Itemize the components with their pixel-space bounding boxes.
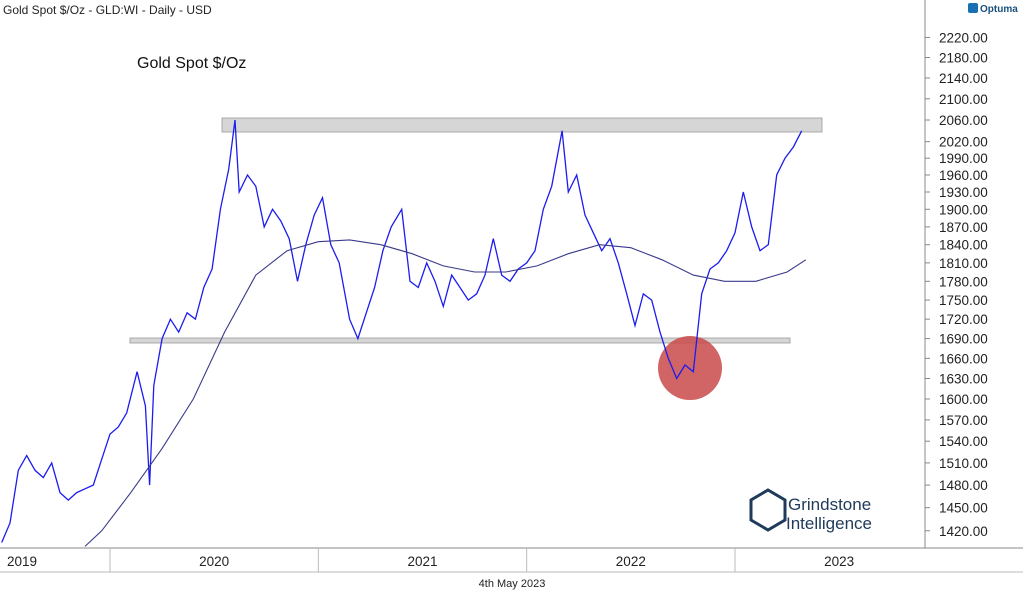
x-tick-label: 2023 <box>824 554 854 569</box>
x-tick-label: 2020 <box>199 554 229 569</box>
y-tick-label: 1480.00 <box>939 478 988 493</box>
price-line <box>84 239 807 547</box>
y-tick-label: 1960.00 <box>939 168 988 183</box>
y-tick-label: 1570.00 <box>939 413 988 428</box>
resistance-zone <box>221 117 823 133</box>
y-tick-label: 1990.00 <box>939 151 988 166</box>
highlight-circle <box>658 336 722 400</box>
y-tick-label: 1540.00 <box>939 434 988 449</box>
logo: Grindstone Intelligence <box>749 488 872 533</box>
annotation: Gold Spot $/Oz <box>137 55 246 72</box>
y-tick-label: 2180.00 <box>939 51 988 66</box>
price-line <box>1 119 803 543</box>
y-tick-label: 1840.00 <box>939 238 988 253</box>
chart-title: Gold Spot $/Oz - GLD:WI - Daily - USD <box>3 3 212 17</box>
y-tick-label: 1450.00 <box>939 501 988 516</box>
y-tick-label: 1600.00 <box>939 392 988 407</box>
x-tick-label: 2021 <box>407 554 437 569</box>
brand: Optuma <box>980 4 1018 15</box>
y-tick-label: 1420.00 <box>939 524 988 539</box>
y-tick-label: 1660.00 <box>939 351 988 366</box>
logo-line: Intelligence <box>786 514 872 533</box>
logo-icon <box>749 488 787 532</box>
y-tick-label: 1900.00 <box>939 202 988 217</box>
plot-area <box>1 119 807 547</box>
support-zone <box>129 337 791 344</box>
date-label: 4th May 2023 <box>479 578 546 590</box>
y-tick-label: 1510.00 <box>939 456 988 471</box>
y-tick-label: 2220.00 <box>939 30 988 45</box>
x-tick-label: 2022 <box>616 554 646 569</box>
y-tick-label: 1780.00 <box>939 274 988 289</box>
y-tick-label: 2020.00 <box>939 135 988 150</box>
y-tick-label: 2100.00 <box>939 92 988 107</box>
y-tick-label: 2140.00 <box>939 71 988 86</box>
y-tick-label: 1870.00 <box>939 220 988 235</box>
y-tick-label: 1630.00 <box>939 371 988 386</box>
y-tick-label: 2060.00 <box>939 113 988 128</box>
y-tick-label: 1930.00 <box>939 185 988 200</box>
y-tick-label: 1690.00 <box>939 332 988 347</box>
brand-icon <box>968 3 978 13</box>
x-tick-label: 2019 <box>7 554 37 569</box>
y-tick-label: 1810.00 <box>939 256 988 271</box>
logo-line: Grindstone <box>788 495 871 514</box>
y-tick-label: 1750.00 <box>939 293 988 308</box>
y-tick-label: 1720.00 <box>939 312 988 327</box>
